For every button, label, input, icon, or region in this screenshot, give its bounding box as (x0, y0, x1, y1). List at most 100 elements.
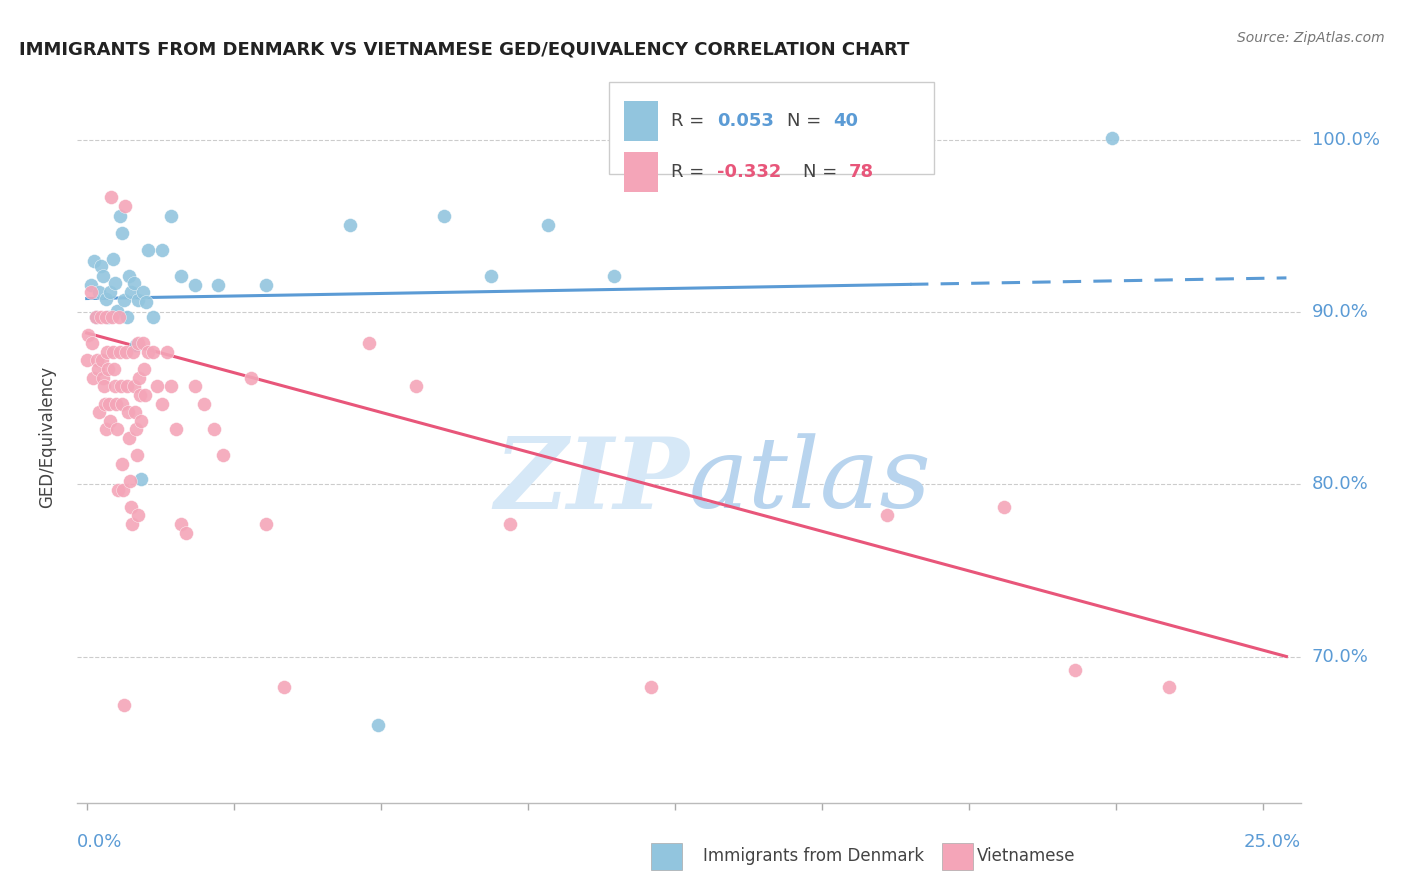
Point (105, 422, 128, 436)
Text: N =: N = (803, 163, 842, 181)
Point (96, 344, 118, 359)
Point (105, 303, 128, 318)
Point (499, 516, 522, 531)
Point (111, 226, 134, 240)
Point (602, 269, 624, 284)
Point (104, 276, 127, 290)
Point (339, 218, 361, 232)
Point (97, 310, 120, 325)
Point (273, 681, 295, 695)
Point (142, 344, 165, 359)
Point (165, 422, 187, 436)
Point (104, 396, 127, 410)
Point (121, 516, 143, 531)
Text: 40: 40 (834, 112, 858, 129)
Point (112, 483, 135, 497)
Text: N =: N = (787, 112, 827, 129)
Point (184, 277, 207, 292)
Point (134, 362, 156, 376)
Text: 70.0%: 70.0% (1312, 648, 1368, 665)
Point (160, 209, 183, 223)
Point (96, 310, 118, 325)
Point (125, 338, 148, 352)
FancyBboxPatch shape (624, 152, 658, 192)
Point (160, 379, 183, 393)
Point (150, 244, 173, 258)
Point (91, 370, 114, 384)
Point (142, 310, 165, 325)
Point (118, 431, 141, 445)
Text: Immigrants from Denmark: Immigrants from Denmark (703, 847, 924, 865)
Point (124, 405, 146, 419)
Point (94, 292, 117, 306)
Text: 90.0%: 90.0% (1312, 303, 1368, 321)
Text: 80.0%: 80.0% (1312, 475, 1368, 493)
Point (1063, 663, 1085, 677)
Point (124, 422, 146, 436)
Text: -0.332: -0.332 (717, 163, 782, 181)
Point (127, 293, 149, 308)
Point (136, 244, 159, 258)
Point (479, 269, 502, 284)
Point (135, 295, 157, 310)
Point (86, 353, 108, 368)
Point (93, 396, 115, 410)
Point (127, 508, 149, 523)
Point (129, 388, 152, 402)
Point (101, 252, 124, 266)
Point (90, 353, 112, 368)
Text: atlas: atlas (689, 434, 932, 529)
Point (207, 277, 229, 292)
Point (127, 336, 149, 351)
Point (90, 259, 112, 273)
Point (93, 379, 115, 393)
Point (82, 370, 104, 384)
Point (121, 344, 143, 359)
Point (146, 379, 169, 393)
Text: Source: ZipAtlas.com: Source: ZipAtlas.com (1237, 31, 1385, 45)
Point (87, 285, 110, 299)
Point (103, 362, 125, 376)
Point (115, 310, 138, 325)
Point (101, 344, 124, 359)
Point (132, 285, 155, 299)
Point (112, 293, 135, 308)
Point (76, 327, 98, 342)
Text: 100.0%: 100.0% (1312, 131, 1379, 149)
Point (80, 285, 103, 299)
Point (97, 362, 120, 376)
Point (100, 190, 122, 204)
Point (104, 379, 127, 393)
Point (94, 422, 117, 436)
Point (82, 336, 104, 351)
Point (122, 276, 145, 290)
Point (1101, 131, 1123, 145)
Point (101, 310, 124, 325)
Point (117, 405, 139, 419)
Point (79, 277, 101, 292)
Point (1157, 681, 1180, 695)
Point (640, 681, 662, 695)
Point (134, 388, 156, 402)
FancyBboxPatch shape (609, 82, 934, 174)
Point (131, 414, 153, 428)
Point (128, 370, 150, 384)
Text: IMMIGRANTS FROM DENMARK VS VIETNAMESE GED/EQUIVALENCY CORRELATION CHART: IMMIGRANTS FROM DENMARK VS VIETNAMESE GE… (18, 41, 910, 59)
Text: ZIP: ZIP (494, 433, 689, 529)
Point (174, 525, 197, 540)
Point (84, 310, 107, 325)
Point (993, 500, 1015, 514)
Point (84, 310, 107, 325)
Text: 25.0%: 25.0% (1243, 833, 1301, 851)
Point (98, 285, 121, 299)
Point (405, 379, 427, 393)
Point (98, 396, 121, 410)
Point (254, 516, 277, 531)
Point (110, 379, 132, 393)
Point (212, 448, 235, 462)
Point (170, 516, 193, 531)
Text: Vietnamese: Vietnamese (977, 847, 1076, 865)
Point (846, 131, 869, 145)
Text: 0.0%: 0.0% (77, 833, 122, 851)
Point (118, 269, 141, 284)
